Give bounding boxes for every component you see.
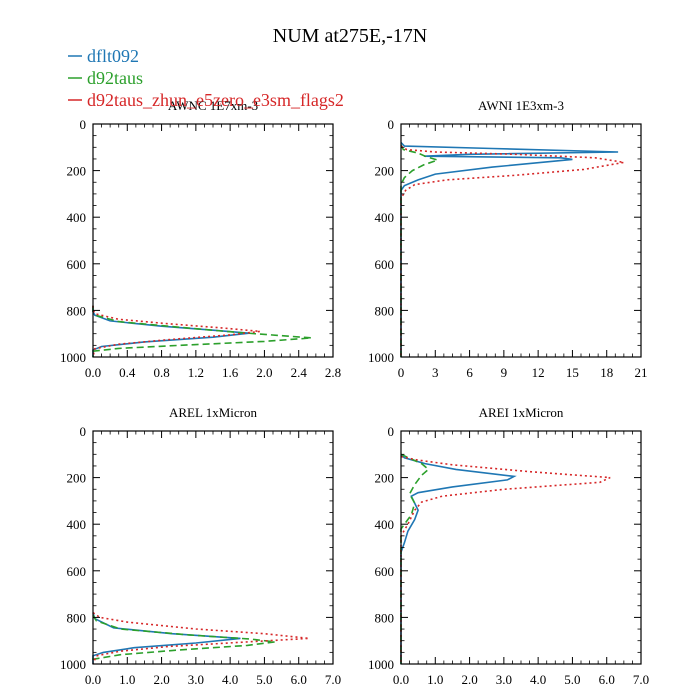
legend-label-zhun: d92taus_zhun_e5zero_e3sm_flags2 [87, 90, 344, 110]
y-tick-label: 800 [67, 610, 87, 625]
y-tick-label: 400 [375, 517, 395, 532]
y-tick-label: 200 [67, 471, 87, 486]
x-tick-label: 0.0 [85, 672, 101, 687]
panel-3: 0.0 1.0 2.0 3.0 4.0 5.0 6.0 7.0 0 200 400 600 800 100… [60, 405, 341, 687]
panel-title: AREL 1xMicron [169, 405, 257, 420]
x-tick-label: 7.0 [633, 672, 649, 687]
panel-title: AWNI 1E3xm-3 [478, 98, 564, 113]
x-tick-label: 2.0 [461, 672, 477, 687]
panels: 0.0 0.4 0.8 1.2 1.6 2.0 2.4 2.80200400600800100… [60, 98, 649, 687]
legend: dflt092d92tausd92taus_zhun_e5zero_e3sm_f… [68, 46, 344, 110]
x-tick-label: 0.0 [393, 672, 409, 687]
y-tick-label: 1000 [60, 657, 86, 672]
y-tick-label: 400 [67, 210, 87, 225]
series-line-zhun [400, 455, 611, 664]
panel-1: 0.0 0.4 0.8 1.2 1.6 2.0 2.4 2.8 0 200 400 600 800 100… [60, 98, 341, 380]
x-tick-label: 6.0 [599, 672, 615, 687]
series-line-d92taus [92, 305, 312, 357]
x-tick-label: 15 [566, 365, 579, 380]
series-line-d92taus [400, 453, 430, 664]
x-tick-label: 0 [398, 365, 405, 380]
x-tick-label: 2.4 [291, 365, 308, 380]
x-tick-label: 2.0 [256, 365, 272, 380]
y-tick-label: 600 [375, 564, 395, 579]
y-tick-label: 200 [375, 164, 395, 179]
y-tick-label: 0 [80, 424, 87, 439]
x-tick-label: 0.8 [153, 365, 169, 380]
y-tick-label: 600 [67, 564, 87, 579]
x-tick-label: 21 [635, 365, 648, 380]
series-line-d92taus [92, 614, 275, 664]
x-tick-label: 1.6 [222, 365, 239, 380]
y-tick-label: 400 [375, 210, 395, 225]
series-line-zhun [92, 305, 261, 358]
x-tick-label: 18 [600, 365, 613, 380]
x-tick-label: 6.0 [291, 672, 307, 687]
x-tick-label: 9 [501, 365, 508, 380]
x-tick-label: 5.0 [564, 672, 580, 687]
x-tick-label: 2.0 [153, 672, 169, 687]
y-tick-label: 400 [67, 517, 87, 532]
y-tick-label: 200 [375, 471, 395, 486]
x-tick-label: 12 [532, 365, 545, 380]
x-tick-label: 1.0 [119, 672, 135, 687]
y-tick-label: 1000 [60, 350, 86, 365]
panel-4: 0.0 1.0 2.0 3.0 4.0 5.0 6.0 7.0 0 200 400 600 800 100… [368, 405, 649, 687]
x-tick-label: 0.0 [85, 365, 101, 380]
panel-2: 0 3 6 9 12 15 18 21 0 200 400 600 800 1000 AWNI 1E3xm-… [368, 98, 648, 380]
panel-title: AWNC 1E7xm-3 [168, 98, 258, 113]
y-tick-label: 1000 [368, 657, 394, 672]
y-tick-label: 0 [388, 424, 395, 439]
y-tick-label: 1000 [368, 350, 394, 365]
x-tick-label: 1.2 [188, 365, 204, 380]
y-tick-label: 800 [67, 303, 87, 318]
x-tick-label: 2.8 [325, 365, 341, 380]
x-tick-label: 7.0 [325, 672, 341, 687]
legend-label-d92taus: d92taus [87, 68, 143, 88]
x-tick-label: 3.0 [496, 672, 512, 687]
x-tick-label: 1.0 [427, 672, 443, 687]
y-tick-label: 600 [375, 257, 395, 272]
x-tick-label: 4.0 [530, 672, 546, 687]
x-tick-label: 0.4 [119, 365, 136, 380]
x-tick-label: 3.0 [188, 672, 204, 687]
x-tick-label: 4.0 [222, 672, 238, 687]
y-tick-label: 0 [80, 117, 87, 132]
series-line-d92taus [400, 144, 441, 357]
y-tick-label: 600 [67, 257, 87, 272]
series-line-zhun [400, 145, 625, 357]
legend-label-dflt092: dflt092 [87, 46, 139, 66]
x-tick-label: 5.0 [256, 672, 272, 687]
panel-title: AREI 1xMicron [479, 405, 564, 420]
series-line-zhun [92, 612, 310, 665]
y-tick-label: 800 [375, 610, 395, 625]
y-tick-label: 800 [375, 303, 395, 318]
series-line-dflt092 [400, 453, 517, 664]
series-line-dflt092 [400, 142, 619, 357]
figure-title: NUM at275E,-17N [273, 25, 427, 47]
x-tick-label: 3 [432, 365, 439, 380]
y-tick-label: 0 [388, 117, 395, 132]
x-tick-label: 6 [466, 365, 473, 380]
y-tick-label: 200 [67, 164, 87, 179]
